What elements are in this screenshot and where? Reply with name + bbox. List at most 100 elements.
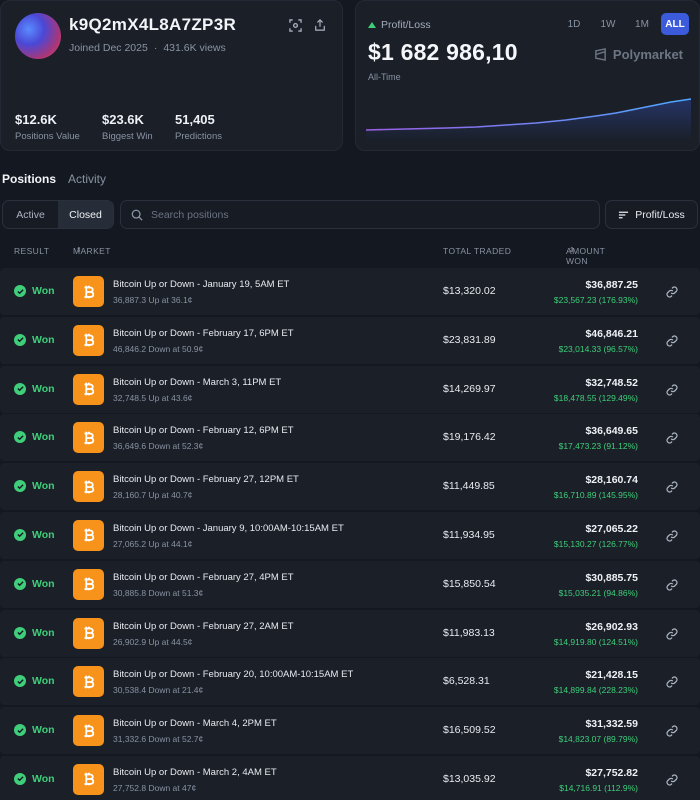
table-row[interactable]: Won Bitcoin Up or Down - February 20, 10… [0, 658, 700, 706]
link-icon[interactable] [666, 480, 678, 493]
market-title[interactable]: Bitcoin Up or Down - January 19, 5AM ET [113, 279, 290, 290]
total-traded: $23,831.89 [443, 333, 496, 346]
result-badge: Won [14, 724, 55, 737]
link-icon[interactable] [666, 724, 678, 737]
result-badge: Won [14, 626, 55, 639]
profit-gain: $14,716.91 (112.9%) [559, 782, 638, 793]
link-icon[interactable] [666, 627, 678, 640]
tab-positions[interactable]: Positions [2, 172, 57, 186]
link-icon[interactable] [666, 578, 678, 591]
total-traded: $19,176.42 [443, 431, 496, 444]
result-text: Won [32, 333, 55, 346]
pnl-line [366, 98, 691, 131]
polymarket-logo: Polymarket [594, 47, 683, 62]
bitcoin-icon [73, 763, 104, 795]
stat-value: 51,405 [175, 112, 215, 127]
result-text: Won [32, 577, 55, 590]
meta-separator: · [153, 42, 158, 54]
market-position: 27,752.8 Down at 47¢ [113, 782, 197, 793]
market-title[interactable]: Bitcoin Up or Down - February 17, 6PM ET [113, 327, 294, 339]
amount-won: $32,748.52 [585, 376, 638, 389]
table-row[interactable]: Won Bitcoin Up or Down - February 17, 6P… [0, 316, 700, 364]
profit-gain: $15,035.21 (94.86%) [558, 587, 638, 598]
bitcoin-glyph [84, 333, 94, 347]
stat-label: Biggest Win [102, 131, 153, 142]
stat-predictions: 51,405 Predictions [175, 112, 222, 142]
stat-positions-value: $12.6K Positions Value [15, 112, 80, 142]
table-row[interactable]: Won Bitcoin Up or Down - January 19, 5AM… [0, 268, 700, 315]
market-title[interactable]: Bitcoin Up or Down - February 12, 6PM ET [113, 425, 294, 437]
status-toggle: Active Closed [2, 200, 114, 229]
table-row[interactable]: Won Bitcoin Up or Down - February 27, 2A… [0, 609, 700, 657]
market-title[interactable]: Bitcoin Up or Down - February 27, 12PM E… [113, 474, 299, 486]
link-icon[interactable] [666, 334, 678, 347]
market-title[interactable]: Bitcoin Up or Down - February 20, 10:00A… [113, 669, 354, 681]
link-icon[interactable] [666, 383, 678, 396]
check-icon [14, 626, 26, 639]
segment-closed[interactable]: Closed [58, 201, 113, 228]
table-header: RESULT MARKET ⇕ TOTAL TRADED AMOUNT WON ⇕ [0, 246, 700, 266]
bitcoin-glyph [84, 480, 94, 493]
profit-gain: $17,473.23 (91.12%) [558, 441, 638, 452]
avatar[interactable] [15, 13, 61, 59]
check-icon [14, 480, 26, 493]
market-title[interactable]: Bitcoin Up or Down - March 3, 11PM ET [113, 376, 282, 388]
result-text: Won [32, 528, 55, 541]
bitcoin-glyph [84, 773, 94, 786]
tab-activity[interactable]: Activity [68, 172, 107, 186]
link-icon[interactable] [666, 529, 678, 542]
table-row[interactable]: Won Bitcoin Up or Down - February 12, 6P… [0, 414, 700, 462]
share-icon[interactable] [311, 16, 329, 34]
market-title[interactable]: Bitcoin Up or Down - March 2, 4AM ET [113, 766, 277, 778]
profit-gain: $23,567.23 (176.93%) [553, 295, 638, 305]
bitcoin-glyph [84, 577, 94, 591]
total-traded: $15,850.54 [443, 577, 496, 590]
total-traded: $6,528.31 [443, 675, 490, 688]
check-icon [14, 333, 26, 346]
table-row[interactable]: Won Bitcoin Up or Down - March 2, 4AM ET… [0, 755, 700, 800]
brand-name: Polymarket [612, 47, 683, 62]
header-result: RESULT [14, 246, 50, 256]
sort-label: Profit/Loss [635, 208, 685, 221]
market-title[interactable]: Bitcoin Up or Down - February 27, 2AM ET [113, 620, 294, 632]
range-1d[interactable]: 1D [567, 18, 581, 30]
positions-list: Won Bitcoin Up or Down - January 19, 5AM… [0, 268, 700, 800]
search-input[interactable] [151, 208, 571, 221]
check-icon [14, 382, 26, 395]
link-icon[interactable] [666, 675, 678, 688]
profile-card: k9Q2mX4L8A7ZP3R Joined Dec 2025 · 431.6K v… [0, 0, 343, 151]
bitcoin-icon [73, 666, 104, 698]
table-row[interactable]: Won Bitcoin Up or Down - March 3, 11PM E… [0, 365, 700, 413]
market-title[interactable]: Bitcoin Up or Down - March 4, 2PM ET [113, 718, 277, 730]
amount-won: $36,649.65 [585, 425, 638, 438]
result-text: Won [32, 285, 55, 297]
sort-icon [619, 211, 629, 218]
link-icon[interactable] [666, 773, 678, 786]
amount-won: $27,065.22 [585, 522, 638, 535]
pnl-card: Profit/Loss $1 682 986,10 All-Time 1D 1W… [355, 0, 700, 151]
pnl-chart [366, 98, 691, 141]
stat-value: $12.6K [15, 112, 57, 127]
link-icon[interactable] [666, 285, 678, 298]
range-all[interactable]: ALL [661, 13, 689, 35]
range-1m[interactable]: 1M [635, 18, 649, 30]
market-title[interactable]: Bitcoin Up or Down - January 9, 10:00AM-… [113, 522, 344, 534]
result-text: Won [32, 626, 55, 639]
table-row[interactable]: Won Bitcoin Up or Down - January 9, 10:0… [0, 511, 700, 559]
profit-gain: $23,014.33 (96.57%) [558, 343, 638, 354]
polymarket-icon [595, 48, 606, 61]
sort-button[interactable]: Profit/Loss [605, 200, 698, 229]
table-row[interactable]: Won Bitcoin Up or Down - February 27, 12… [0, 463, 700, 511]
segment-active[interactable]: Active [16, 208, 45, 221]
table-row[interactable]: Won Bitcoin Up or Down - March 4, 2PM ET… [0, 707, 700, 755]
scan-icon[interactable] [286, 16, 304, 34]
check-icon [14, 675, 26, 688]
profile-meta: Joined Dec 2025 · 431.6K views [69, 42, 226, 54]
market-title[interactable]: Bitcoin Up or Down - February 27, 4PM ET [113, 571, 294, 583]
table-row[interactable]: Won Bitcoin Up or Down - February 27, 4P… [0, 560, 700, 608]
link-icon[interactable] [666, 431, 678, 444]
amount-won: $31,332.59 [585, 718, 638, 731]
total-traded: $11,449.85 [443, 480, 495, 493]
result-badge: Won [14, 675, 55, 688]
range-1w[interactable]: 1W [600, 18, 616, 30]
